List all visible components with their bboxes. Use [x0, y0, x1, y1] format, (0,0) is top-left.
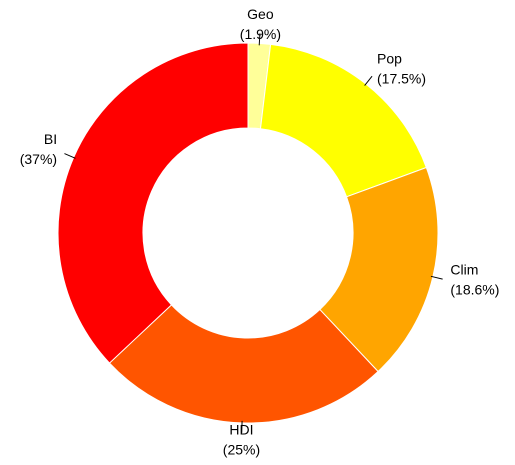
leader-line	[430, 275, 443, 280]
slice-value-label: (25%)	[223, 442, 260, 458]
slice-label: Clim	[450, 262, 478, 278]
slice-label: Geo	[247, 6, 274, 22]
donut-slice	[319, 166, 439, 373]
leader-line	[64, 153, 76, 159]
slice-value-label: (1.9%)	[240, 26, 281, 42]
slice-label: Pop	[377, 51, 402, 67]
leader-line	[364, 75, 373, 86]
donut-slice	[57, 42, 249, 364]
slice-label: BI	[44, 131, 57, 147]
slice-value-label: (18.6%)	[450, 282, 499, 298]
slice-label: HDI	[229, 422, 253, 438]
donut-slice	[108, 304, 379, 424]
donut-slice	[259, 43, 428, 198]
leader-line	[258, 33, 261, 46]
slice-value-label: (37%)	[20, 151, 57, 167]
slice-value-label: (17.5%)	[377, 71, 426, 87]
